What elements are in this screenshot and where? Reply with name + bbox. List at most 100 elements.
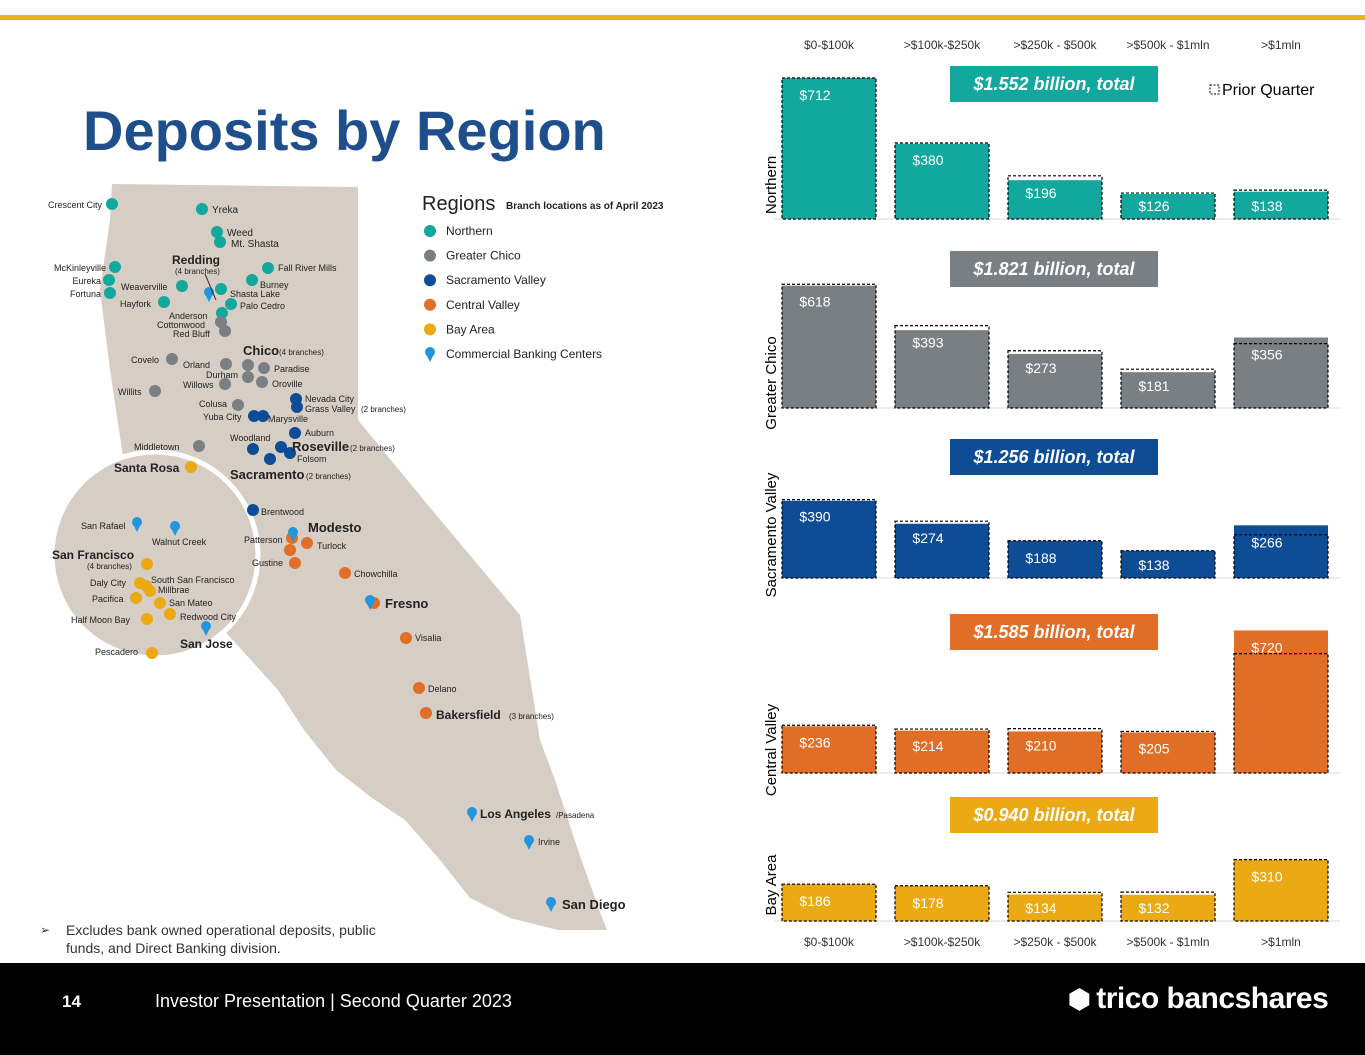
branch-dot [211, 226, 223, 238]
commercial-banking-pin-icon [170, 521, 180, 536]
branch-dot [257, 410, 269, 422]
bar [1234, 859, 1328, 921]
city-label: Roseville [292, 439, 349, 454]
city-label: Weaverville [121, 282, 167, 292]
commercial-banking-pin-icon [467, 807, 477, 822]
city-label: (4 branches) [279, 348, 324, 357]
branch-dot [301, 537, 313, 549]
city-label: Durham [206, 370, 238, 380]
city-label: Willows [183, 380, 214, 390]
branch-dot [193, 440, 205, 452]
bottom-category-label: $0-$100k [804, 935, 855, 949]
bar [895, 143, 989, 219]
bar [895, 730, 989, 773]
legend-dot [424, 274, 436, 287]
bar-value-label: $181 [1138, 378, 1169, 394]
prior-quarter-outline [1120, 891, 1216, 922]
region-total-box [950, 614, 1158, 650]
branch-dot [413, 682, 425, 694]
panel-region-label: Central Valley [763, 703, 780, 796]
city-label: Fall River Mills [278, 263, 337, 273]
city-label: McKinleyville [54, 263, 106, 273]
prior-quarter-outline [1233, 859, 1329, 922]
legend-label: Sacramento Valley [446, 273, 546, 287]
branch-dot [232, 399, 244, 411]
city-label: /Pasadena [556, 811, 595, 820]
bar-value-label: $266 [1251, 534, 1282, 550]
city-label: Grass Valley [305, 404, 356, 414]
bar [895, 523, 989, 578]
legend-dot [424, 323, 436, 336]
city-label: Delano [428, 684, 457, 694]
prior-quarter-outline [1233, 189, 1329, 220]
bar-value-label: $274 [912, 530, 943, 546]
city-label: Shasta Lake [230, 289, 280, 299]
city-label: Marysville [268, 414, 308, 424]
city-label: Cottonwood [157, 320, 205, 330]
prior-quarter-outline [1007, 175, 1103, 220]
redding-leader-line [204, 273, 217, 301]
city-label: Palo Cedro [240, 301, 285, 311]
region-total-label: $1.585 billion, total [972, 622, 1135, 642]
legend-label: Northern [446, 224, 493, 238]
california-shape [100, 184, 607, 930]
city-label: Redwood City [180, 612, 237, 622]
tc-logo-icon: ⬢ [1068, 984, 1091, 1014]
branch-dot [141, 613, 153, 625]
panel-region-label: Northern [763, 156, 780, 214]
page-title: Deposits by Region [83, 99, 606, 162]
footer-bar [0, 963, 1365, 1055]
panel-region-label: Bay Area [763, 854, 780, 916]
bar-value-label: $214 [912, 738, 943, 754]
bar-value-label: $618 [799, 293, 830, 309]
city-label: San Diego [562, 897, 626, 912]
bar-value-label: $196 [1025, 185, 1056, 201]
bar-value-label: $210 [1025, 738, 1056, 754]
region-total-box [950, 797, 1158, 833]
bar-value-label: $134 [1025, 900, 1056, 916]
city-label: (2 branches) [306, 472, 351, 481]
bottom-category-label: >$500k - $1mln [1126, 935, 1209, 949]
branch-dot [106, 198, 118, 210]
bar-value-label: $273 [1025, 360, 1056, 376]
city-label: Los Angeles [480, 807, 551, 821]
branch-dot [275, 441, 287, 453]
bar [895, 885, 989, 921]
branch-dot [400, 632, 412, 644]
city-label: (4 branches) [175, 267, 220, 276]
brand-logo: ⬢ trico bancshares [1068, 982, 1329, 1016]
branch-dot [103, 274, 115, 286]
city-label: Hayfork [120, 299, 152, 309]
branch-dot [264, 453, 276, 465]
branch-dot [146, 647, 158, 659]
legend-pin-icon [425, 347, 435, 362]
city-label: Auburn [305, 428, 334, 438]
city-label: Yreka [212, 205, 239, 216]
bar-value-label: $188 [1025, 550, 1056, 566]
city-label: (3 branches) [509, 712, 554, 721]
region-total-label: $1.821 billion, total [972, 259, 1135, 279]
city-label: Bakersfield [436, 708, 501, 722]
city-label: (2 branches) [361, 405, 406, 414]
city-label: Irvine [538, 837, 560, 847]
city-label: Yuba City [203, 412, 242, 422]
branch-dot [225, 298, 237, 310]
region-total-box [950, 66, 1158, 102]
city-label: Weed [227, 228, 253, 239]
commercial-banking-pin-icon [365, 595, 375, 610]
bar-value-label: $393 [912, 335, 943, 351]
prior-quarter-outline [781, 724, 877, 774]
top-category-label: >$250k - $500k [1013, 38, 1097, 52]
bar [895, 330, 989, 408]
city-label: Sacramento [230, 467, 304, 482]
bar [1008, 731, 1102, 773]
bar [1234, 191, 1328, 219]
branch-dot [214, 236, 226, 248]
city-label: Folsom [297, 454, 327, 464]
branch-dot [176, 280, 188, 292]
prior-quarter-outline [1120, 192, 1216, 220]
prior-quarter-outline [1007, 350, 1103, 409]
prior-quarter-outline [1007, 891, 1103, 922]
branch-dot [289, 557, 301, 569]
branch-dot [215, 316, 227, 328]
